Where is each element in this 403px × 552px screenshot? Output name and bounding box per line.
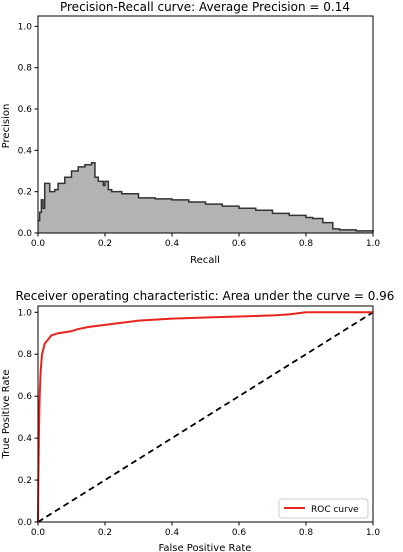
pr-y-tick-label: 0.2	[18, 188, 32, 198]
roc-x-tick-label: 0.4	[165, 528, 180, 538]
pr-x-tick-label: 0.0	[31, 239, 46, 249]
roc-chart: Receiver operating characteristic: Area …	[1, 289, 394, 552]
roc-x-tick-label: 0.0	[31, 528, 46, 538]
pr-y-tick-label: 1.0	[18, 22, 33, 32]
roc-x-tick-label: 0.6	[232, 528, 247, 538]
pr-y-tick-label: 0.8	[18, 64, 33, 74]
roc-y-tick-label: 1.0	[18, 308, 33, 318]
pr-y-axis: 0.0 0.2 0.4 0.6 0.8 1.0	[18, 22, 38, 239]
precision-recall-chart: Precision-Recall curve: Average Precisio…	[1, 0, 380, 266]
legend-roc-label: ROC curve	[311, 505, 359, 515]
pr-x-tick-label: 0.8	[299, 239, 314, 249]
roc-y-tick-label: 0.8	[18, 350, 33, 360]
pr-y-tick-label: 0.6	[18, 105, 33, 115]
roc-title: Receiver operating characteristic: Area …	[16, 289, 395, 303]
roc-chance-line	[37, 311, 374, 523]
roc-y-tick-label: 0.2	[18, 476, 32, 486]
pr-x-tick-label: 0.2	[98, 239, 112, 249]
roc-lines	[37, 311, 374, 523]
pr-x-tick-label: 0.4	[165, 239, 180, 249]
pr-x-tick-label: 1.0	[366, 239, 381, 249]
pr-title: Precision-Recall curve: Average Precisio…	[60, 0, 350, 14]
roc-x-tick-label: 0.2	[98, 528, 112, 538]
roc-y-tick-label: 0.4	[18, 434, 33, 444]
roc-x-label: False Positive Rate	[159, 543, 252, 552]
pr-y-label: Precision	[1, 104, 12, 149]
pr-curve-area	[38, 161, 374, 233]
pr-y-tick-label: 0.4	[18, 146, 33, 156]
legend-box	[278, 498, 369, 519]
roc-y-tick-label: 0.0	[18, 518, 33, 528]
roc-plot-frame	[37, 305, 374, 523]
roc-x-axis: 0.0 0.2 0.4 0.6 0.8 1.0	[31, 522, 381, 538]
roc-legend: ROC curve	[278, 498, 369, 519]
pr-curve-line	[38, 161, 374, 232]
pr-plot-frame	[37, 15, 374, 234]
pr-x-axis: 0.0 0.2 0.4 0.6 0.8 1.0	[31, 233, 381, 249]
roc-y-axis: 0.0 0.2 0.4 0.6 0.8 1.0	[18, 308, 38, 528]
roc-x-tick-label: 0.8	[299, 528, 314, 538]
pr-x-label: Recall	[190, 255, 220, 266]
roc-y-tick-label: 0.6	[18, 392, 33, 402]
roc-curve-line	[37, 311, 373, 523]
roc-x-tick-label: 1.0	[366, 528, 381, 538]
pr-y-tick-label: 0.0	[18, 229, 33, 239]
roc-y-label: True Positive Rate	[1, 369, 12, 459]
pr-x-tick-label: 0.6	[232, 239, 247, 249]
